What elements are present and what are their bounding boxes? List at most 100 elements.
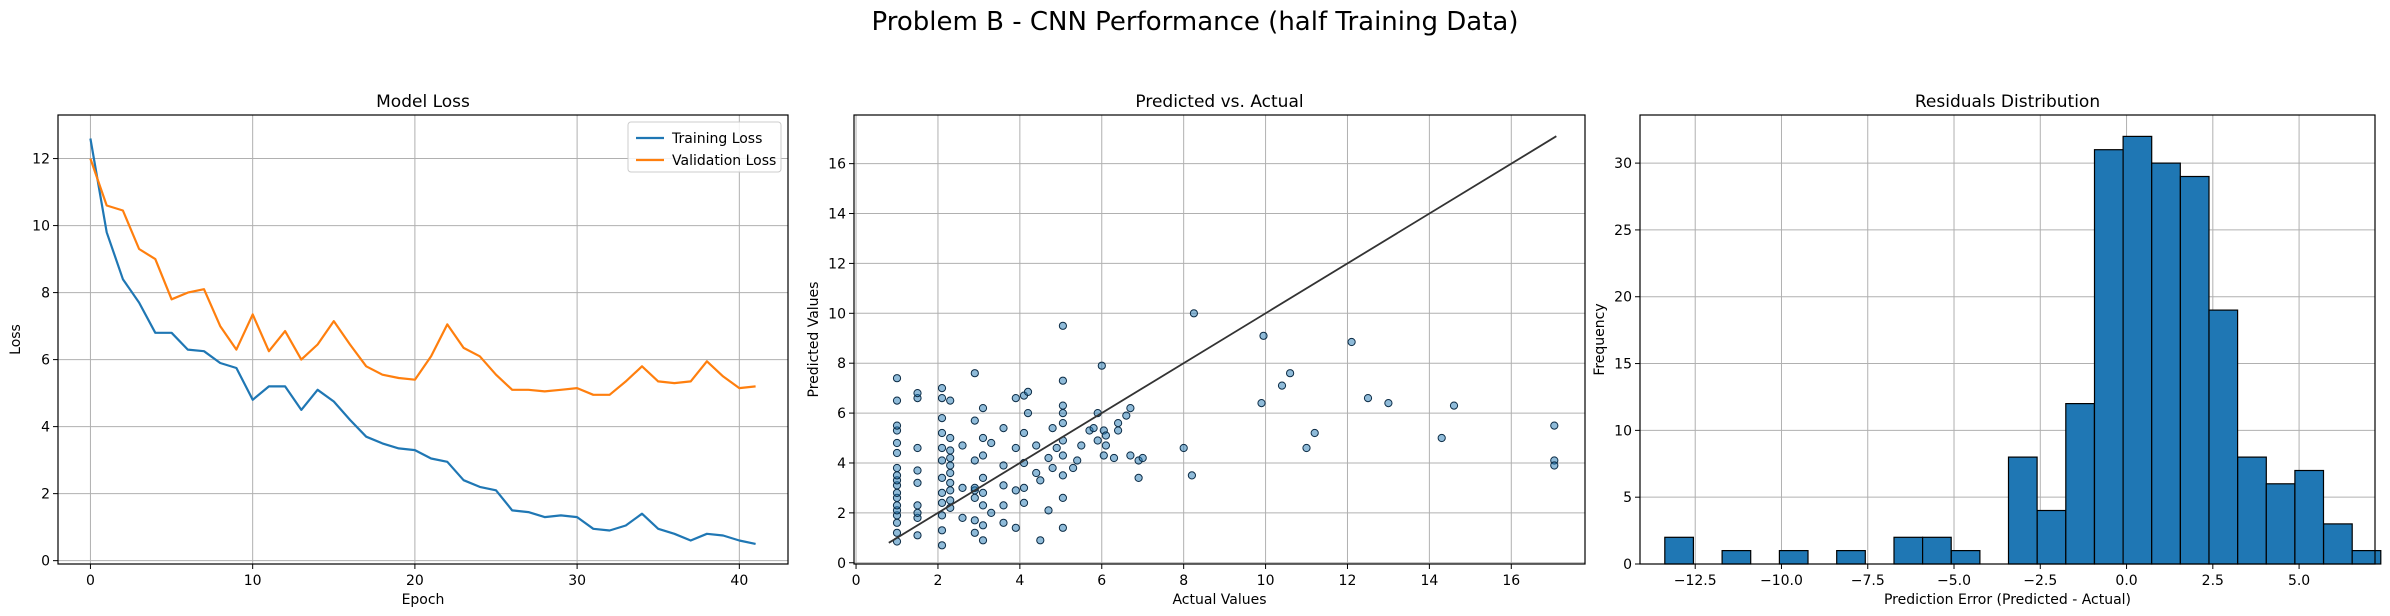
scatter-point [1023,387,1033,396]
scatter-point [1019,428,1029,438]
legend-label: Training Loss [671,131,762,147]
legend-label: Validation Loss [672,153,776,169]
scatter-point [913,466,922,475]
scatter-point [946,396,955,405]
scatter-point [1384,399,1393,408]
x-tick-label: 0 [852,573,861,589]
scatter-point [913,508,922,518]
y-tick-label: 16 [828,157,846,173]
scatter-point [1259,331,1268,340]
plot-frame [1639,114,2376,565]
scatter-point [946,461,955,470]
scatter-point [978,451,988,460]
x-tick-label: 2 [933,573,942,589]
scatter-point [978,433,988,443]
x-tick-label: 30 [568,573,586,589]
scatter-point [1058,451,1068,460]
y-tick-label: 10 [32,219,50,235]
scatter-point [892,463,902,473]
scatter-point [946,446,955,455]
histogram-bar [2036,509,2067,565]
scatter-point [970,493,979,502]
x-tick-label: 5.0 [2288,573,2310,589]
scatter-point [937,456,947,465]
scatter-point [937,414,947,423]
y-tick-label: 14 [828,207,846,223]
scatter-point [978,473,988,482]
x-tick-label: 12 [1339,573,1357,589]
scatter-point [1126,404,1135,413]
scatter-point [978,501,988,510]
scatter-point [1126,451,1135,460]
x-tick-label: 6 [1097,573,1106,589]
scatter-point [970,528,979,537]
scatter-point [937,526,947,535]
y-tick-label: 2 [837,506,846,522]
scatter-point [937,488,947,497]
scatter-point [1073,456,1082,465]
x-tick-label: 0.0 [2115,573,2137,589]
scatter-point [1036,476,1045,485]
y-tick-label: 10 [828,306,846,322]
scatter-point [1058,401,1068,410]
scatter-point [1058,409,1068,418]
scatter-point [913,443,922,453]
x-tick-label: 8 [1179,573,1188,589]
scatter-point [1114,419,1123,428]
y-tick-label: 2 [41,487,50,503]
scatter-point [1011,523,1020,532]
scatter-point [1019,498,1029,507]
y-axis-label: Frequency [1592,303,1608,375]
scatter-point [1286,369,1295,378]
chart-title: Residuals Distribution [1915,92,2100,112]
y-tick-label: 6 [41,353,50,369]
scatter-point [1011,486,1020,495]
scatter-chart: 0 2 4 6 8 10 12 14 16 0 2 4 6 8 10 12 14 16 Predicted vs. … [806,92,1586,608]
scatter-point [1310,428,1319,438]
identity-line [888,135,1557,544]
y-tick-label: 8 [41,286,50,302]
scatter-point [892,421,902,430]
x-axis-label: Epoch [402,592,445,608]
scatter-point [1011,443,1020,453]
scatter-point [1097,361,1106,370]
x-axis-label: Actual Values [1172,592,1266,608]
scatter-point [946,453,955,463]
x-tick-label: 16 [1502,573,1520,589]
scatter-point [937,498,947,507]
x-tick-label: −5.0 [1937,573,1971,589]
scatter-point [1048,463,1057,473]
y-tick-label: 20 [1614,290,1632,306]
x-tick-label: 4 [1015,573,1024,589]
scatter-point [987,508,996,518]
scatter-point [892,471,902,480]
scatter-point [1114,426,1123,435]
x-tick-label: 14 [1420,573,1438,589]
x-tick-label: −10.0 [1760,573,1803,589]
scatter-point [958,441,967,450]
scatter-point [999,501,1008,510]
y-tick-label: 12 [828,256,846,272]
scatter-point [1363,394,1373,403]
scatter-point [892,488,902,497]
x-tick-label: 0 [86,573,95,589]
y-tick-label: 30 [1614,156,1632,172]
scatter-point [999,424,1008,433]
plot-frame [57,114,789,565]
scatter-point [946,468,955,478]
scatter-point [1550,421,1559,430]
scatter-point [913,531,922,540]
scatter-point [1011,394,1020,403]
scatter-point [1089,424,1098,433]
histogram-bar [2007,456,2038,565]
y-tick-label: 6 [837,406,846,422]
scatter-point [1093,436,1102,445]
scatter-point [892,448,902,458]
scatter-point [999,461,1008,470]
histogram-bar [1950,549,1981,565]
scatter-point [1044,453,1053,463]
training-loss-line [89,138,756,545]
scatter-point [978,488,988,497]
figure-title: Problem B - CNN Performance (half Traini… [872,7,1519,37]
scatter-point [970,416,979,425]
